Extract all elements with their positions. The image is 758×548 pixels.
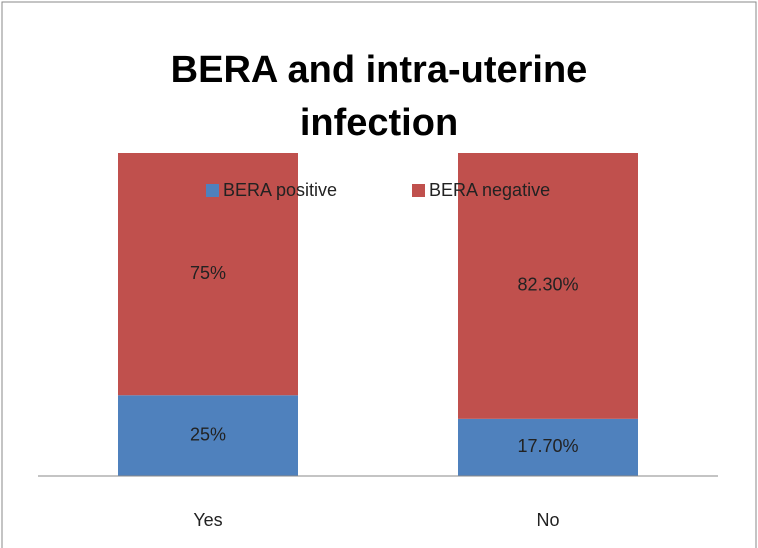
legend-label: BERA negative <box>429 180 550 200</box>
bar-segment <box>118 395 298 476</box>
x-tick-label: Yes <box>193 510 222 530</box>
legend-swatch <box>206 184 219 197</box>
bar-segment <box>458 418 638 476</box>
chart-title: BERA and intra-uterine infection <box>170 49 588 144</box>
legend-swatch <box>412 184 425 197</box>
data-label: 82.30% <box>517 275 578 295</box>
legend-label: BERA positive <box>223 180 337 200</box>
data-label: 75% <box>190 263 226 283</box>
x-tick-label: No <box>536 510 559 530</box>
data-label: 25% <box>190 424 226 444</box>
data-label: 17.70% <box>517 436 578 456</box>
bar-segment <box>458 153 638 419</box>
